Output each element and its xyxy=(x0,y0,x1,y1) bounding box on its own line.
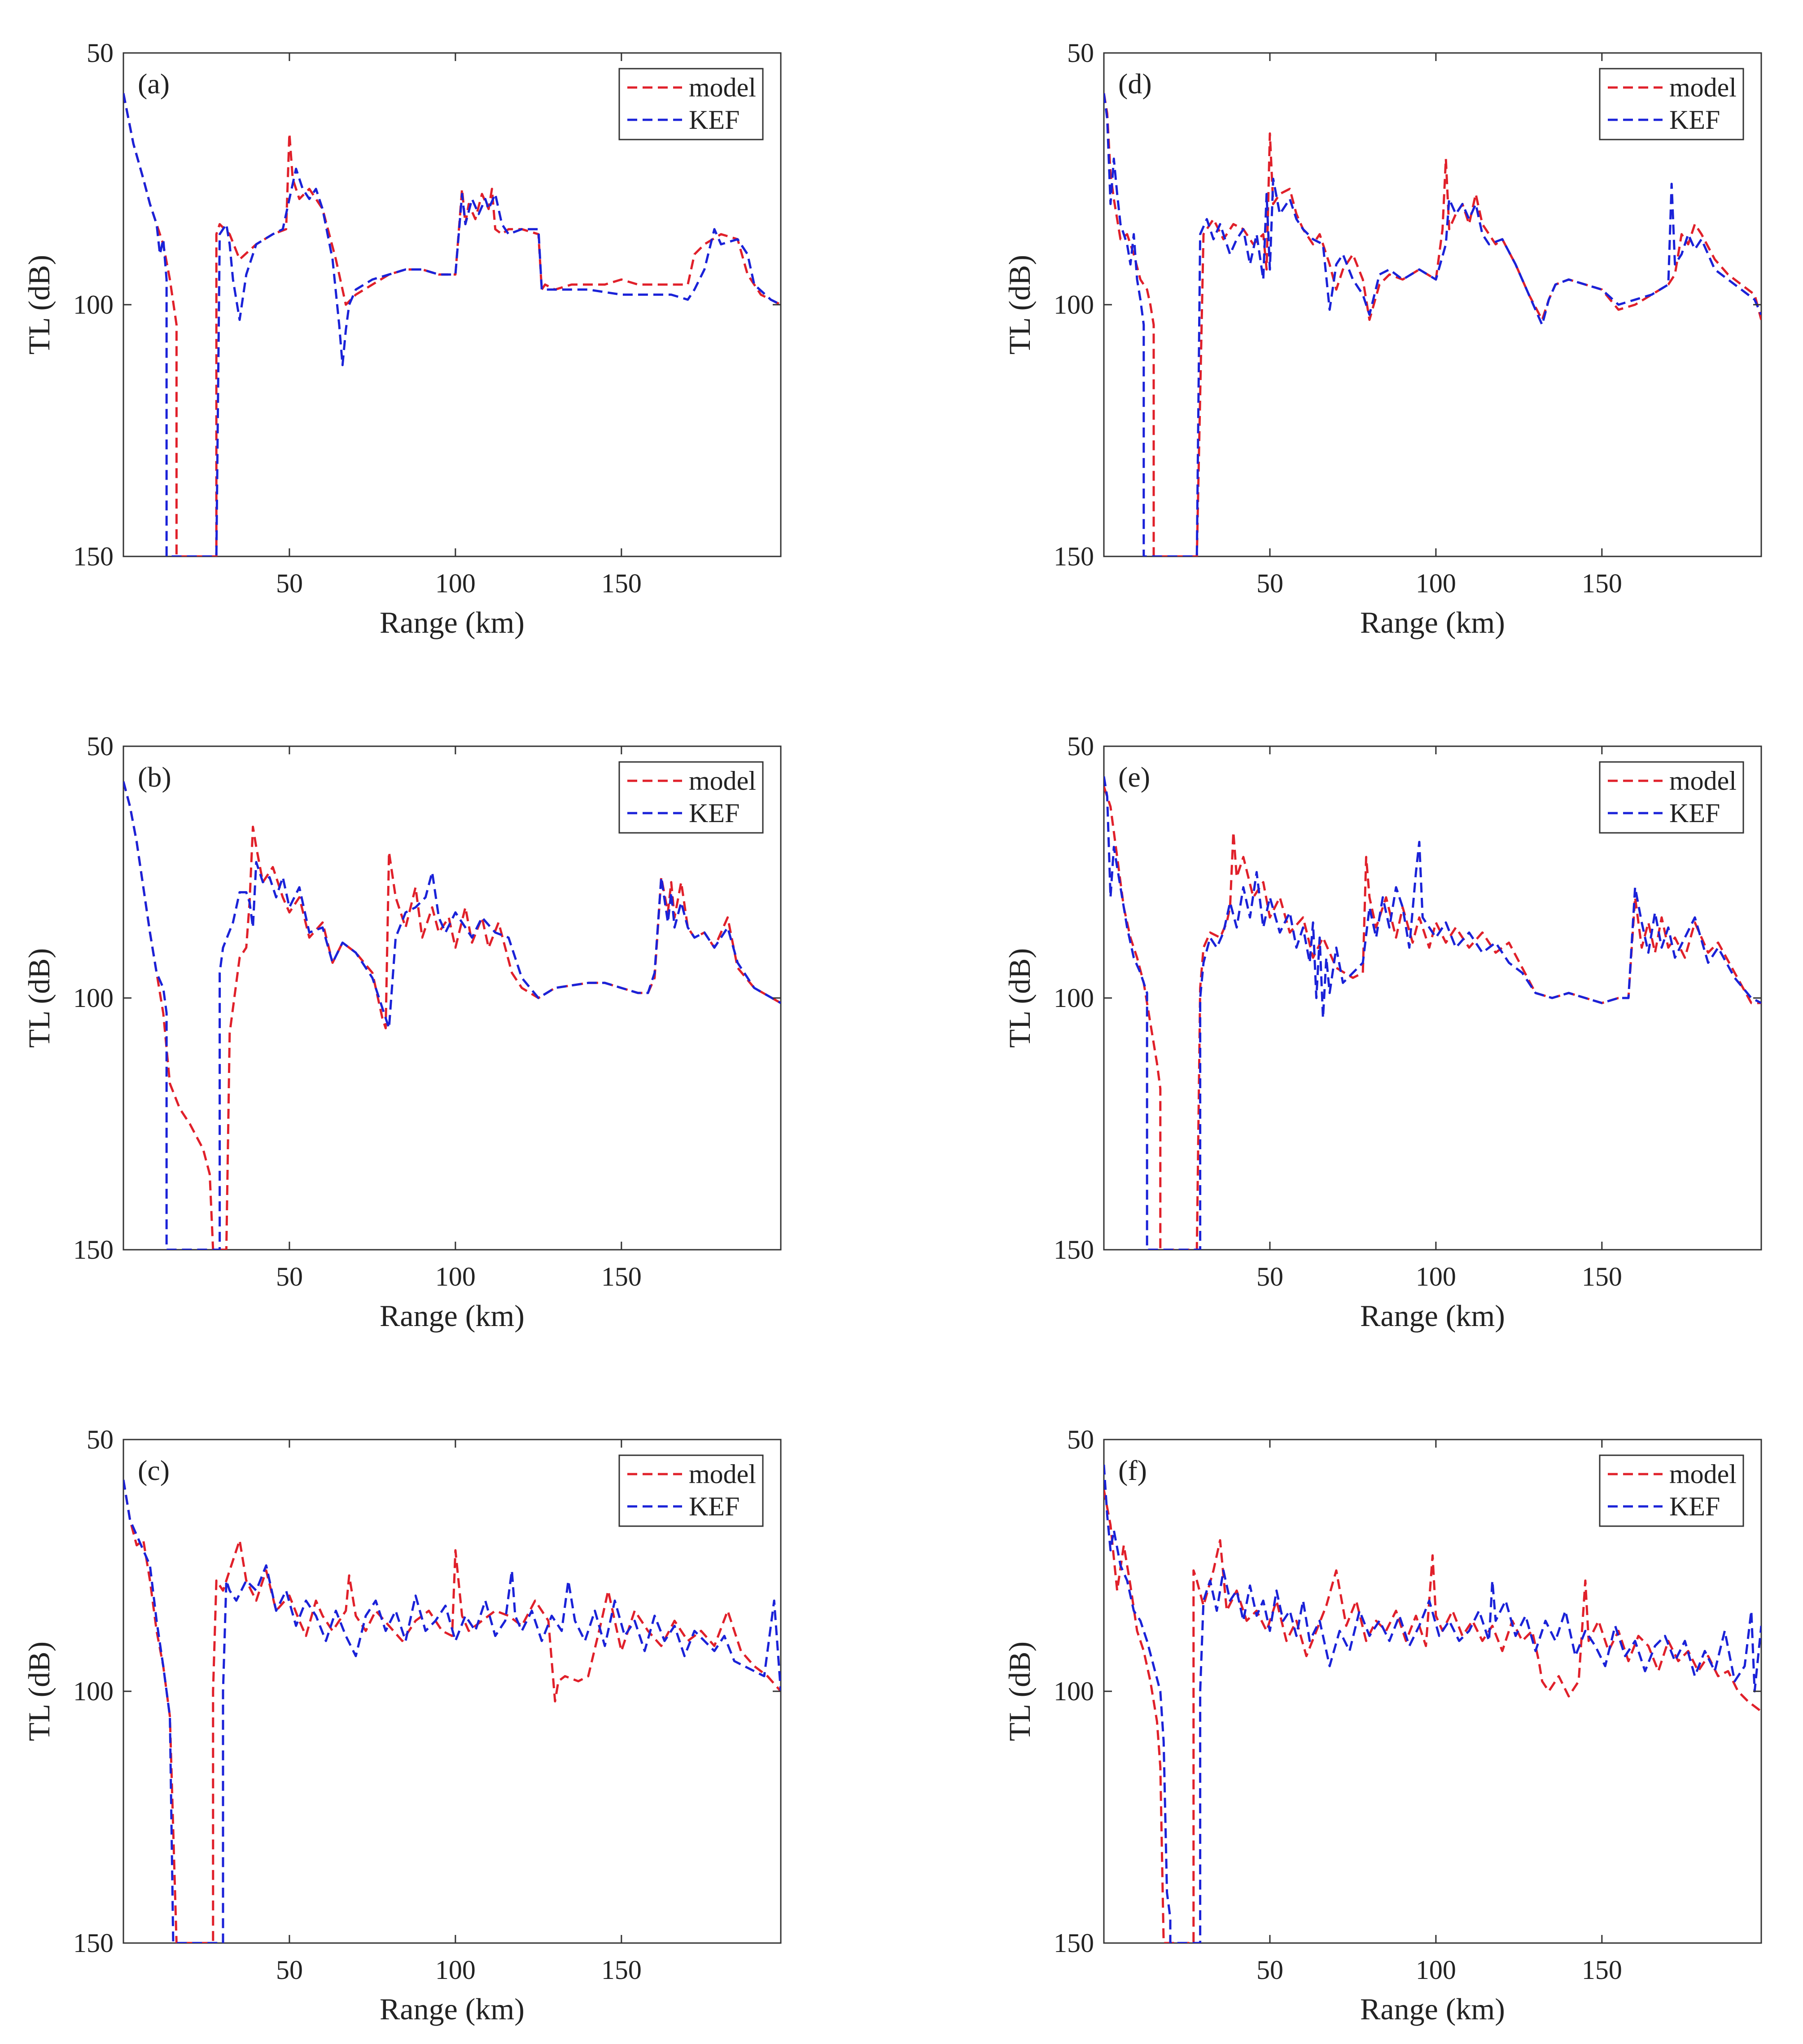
chart-panel: 50 100 150 50 100 150 Range (km) TL (dB) (e) mode… xyxy=(1002,731,1762,1333)
y-axis-title: TL (dB) xyxy=(1002,1641,1037,1741)
x-tick-label: 50 xyxy=(276,1262,303,1291)
y-tick-label: 100 xyxy=(1054,290,1094,320)
legend-label-kef: KEF xyxy=(689,798,740,828)
y-tick-label: 100 xyxy=(1054,1676,1094,1706)
x-tick-label: 150 xyxy=(601,569,642,598)
series-group xyxy=(123,1479,781,1943)
panel-label: (f) xyxy=(1118,1454,1147,1486)
legend-label-model: model xyxy=(689,766,756,796)
y-tick-label: 150 xyxy=(1054,1235,1094,1265)
y-tick-label: 100 xyxy=(73,290,114,320)
legend-label-kef: KEF xyxy=(689,1492,740,1521)
panel-label: (c) xyxy=(138,1454,170,1486)
y-tick-label: 150 xyxy=(73,1928,114,1958)
series-line-kef xyxy=(123,781,781,1250)
x-tick-label: 50 xyxy=(1256,1955,1283,1985)
y-axis-title: TL (dB) xyxy=(1002,255,1037,355)
legend-box xyxy=(1599,68,1744,140)
x-tick-label: 150 xyxy=(601,1262,642,1291)
legend: model KEF xyxy=(1599,68,1744,140)
y-axis-title: TL (dB) xyxy=(22,255,56,355)
x-axis-title: Range (km) xyxy=(380,605,525,639)
legend-label-model: model xyxy=(1669,73,1737,102)
panel-label: (a) xyxy=(138,68,170,100)
x-tick-label: 100 xyxy=(435,569,476,598)
chart-panel: 50 100 150 50 100 150 Range (km) TL (dB) (f) mode… xyxy=(1002,1425,1762,2026)
x-tick-label: 50 xyxy=(276,569,303,598)
y-axis-title: TL (dB) xyxy=(1002,948,1037,1048)
x-tick-label: 150 xyxy=(601,1955,642,1985)
series-group xyxy=(123,93,781,556)
legend-box xyxy=(1599,761,1744,834)
legend-label-kef: KEF xyxy=(1669,105,1720,135)
y-tick-label: 100 xyxy=(73,1676,114,1706)
legend-label-kef: KEF xyxy=(689,105,740,135)
y-tick-label: 50 xyxy=(87,38,114,68)
x-axis-title: Range (km) xyxy=(380,1992,525,2026)
legend-label-kef: KEF xyxy=(1669,1492,1720,1521)
series-line-model xyxy=(123,1479,781,1943)
x-tick-label: 100 xyxy=(435,1955,476,1985)
legend-label-model: model xyxy=(1669,766,1737,796)
x-tick-label: 100 xyxy=(435,1262,476,1291)
series-line-kef xyxy=(123,1479,781,1943)
legend-box xyxy=(618,761,764,834)
legend-box xyxy=(618,1454,764,1527)
y-tick-label: 150 xyxy=(1054,1928,1094,1958)
y-axis-title: TL (dB) xyxy=(22,1641,56,1741)
chart-panel: 50 100 150 50 100 150 Range (km) TL (dB) (c) mode… xyxy=(22,1425,782,2026)
x-axis-title: Range (km) xyxy=(380,1299,525,1333)
y-tick-label: 50 xyxy=(1067,1425,1094,1454)
x-tick-label: 100 xyxy=(1416,1262,1456,1291)
x-tick-label: 50 xyxy=(1256,1262,1283,1291)
y-tick-label: 50 xyxy=(87,1425,114,1454)
legend-label-model: model xyxy=(689,1459,756,1489)
legend-box xyxy=(1599,1454,1744,1527)
legend-label-kef: KEF xyxy=(1669,798,1720,828)
series-line-kef xyxy=(1104,1464,1761,1943)
series-group xyxy=(1104,93,1761,556)
panel-label: (d) xyxy=(1118,68,1152,100)
chart-panel: 50 100 150 50 100 150 Range (km) TL (dB) (b) mode… xyxy=(22,731,782,1333)
panel-label: (e) xyxy=(1118,761,1150,793)
x-tick-label: 50 xyxy=(1256,569,1283,598)
y-tick-label: 150 xyxy=(73,542,114,571)
y-tick-label: 50 xyxy=(1067,731,1094,761)
y-tick-label: 150 xyxy=(1054,542,1094,571)
legend-label-model: model xyxy=(689,73,756,102)
series-group xyxy=(1104,776,1761,1250)
series-group xyxy=(1104,1464,1761,1943)
x-axis-title: Range (km) xyxy=(1360,1992,1505,2026)
series-line-kef xyxy=(1104,93,1761,556)
legend: model KEF xyxy=(618,68,764,140)
x-tick-label: 100 xyxy=(1416,569,1456,598)
panel-label: (b) xyxy=(138,761,171,793)
y-tick-label: 50 xyxy=(87,731,114,761)
legend-box xyxy=(618,68,764,140)
series-line-kef xyxy=(123,93,781,556)
series-line-model xyxy=(1104,93,1761,556)
y-tick-label: 100 xyxy=(1054,983,1094,1013)
chart-panel: 50 100 150 50 100 150 Range (km) TL (dB) (a) mode… xyxy=(22,38,782,639)
chart-panel: 50 100 150 50 100 150 Range (km) TL (dB) (d) mode… xyxy=(1002,38,1762,639)
series-group xyxy=(123,781,781,1250)
legend: model KEF xyxy=(1599,1454,1744,1527)
y-tick-label: 50 xyxy=(1067,38,1094,68)
y-tick-label: 100 xyxy=(73,983,114,1013)
legend-label-model: model xyxy=(1669,1459,1737,1489)
x-axis-title: Range (km) xyxy=(1360,1299,1505,1333)
x-tick-label: 100 xyxy=(1416,1955,1456,1985)
x-tick-label: 150 xyxy=(1582,1955,1622,1985)
legend: model KEF xyxy=(618,1454,764,1527)
series-line-kef xyxy=(1104,776,1761,1250)
y-tick-label: 150 xyxy=(73,1235,114,1265)
x-tick-label: 150 xyxy=(1582,569,1622,598)
x-tick-label: 50 xyxy=(276,1955,303,1985)
x-axis-title: Range (km) xyxy=(1360,605,1505,639)
y-axis-title: TL (dB) xyxy=(22,948,56,1048)
x-tick-label: 150 xyxy=(1582,1262,1622,1291)
